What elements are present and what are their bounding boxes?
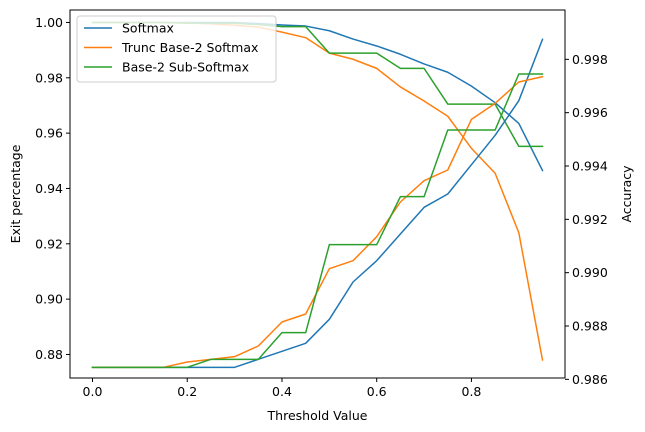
y2-tick-label: 0.992 xyxy=(572,212,608,227)
y2-tick-label: 0.986 xyxy=(572,372,608,387)
x-tick-label: 0.4 xyxy=(272,384,292,399)
x-axis-label: Threshold Value xyxy=(267,408,368,423)
x-tick-label: 0.6 xyxy=(367,384,387,399)
y-tick-label: 0.90 xyxy=(35,292,63,307)
y2-tick-label: 0.998 xyxy=(572,52,608,67)
y-tick-label: 0.98 xyxy=(35,70,63,85)
y2-tick-label: 0.996 xyxy=(572,105,608,120)
series-line-5-right xyxy=(91,73,544,369)
y-tick-label: 0.94 xyxy=(35,181,63,196)
y-axis-label: Exit percentage xyxy=(8,144,23,243)
x-tick-label: 0.8 xyxy=(462,384,482,399)
y-tick-label: 0.92 xyxy=(35,236,63,251)
legend-box xyxy=(76,15,277,83)
legend-label: Base-2 Sub-Softmax xyxy=(122,60,249,75)
plot-frame xyxy=(69,9,566,379)
y2-tick-label: 0.990 xyxy=(572,265,608,280)
x-tick-label: 0.2 xyxy=(177,384,197,399)
legend-label: Trunc Base-2 Softmax xyxy=(121,40,258,55)
legend: Softmax Trunc Base-2 Softmax Base-2 Sub-So… xyxy=(76,15,277,83)
y-tick-label: 1.00 xyxy=(35,15,63,30)
x-tick-label: 0.0 xyxy=(83,384,103,399)
y2-axis-label: Accuracy xyxy=(619,165,634,223)
y-tick-label: 0.96 xyxy=(35,126,63,141)
y-tick-label: 0.88 xyxy=(35,347,63,362)
ticks-layer: 0.0 0.2 0.4 0.6 0.8 0.88 0.90 0.92 0.94 0.96 0.98 1… xyxy=(35,15,608,399)
y2-tick-label: 0.988 xyxy=(572,319,608,334)
y2-tick-label: 0.994 xyxy=(572,159,608,174)
legend-label: Softmax xyxy=(122,21,174,36)
